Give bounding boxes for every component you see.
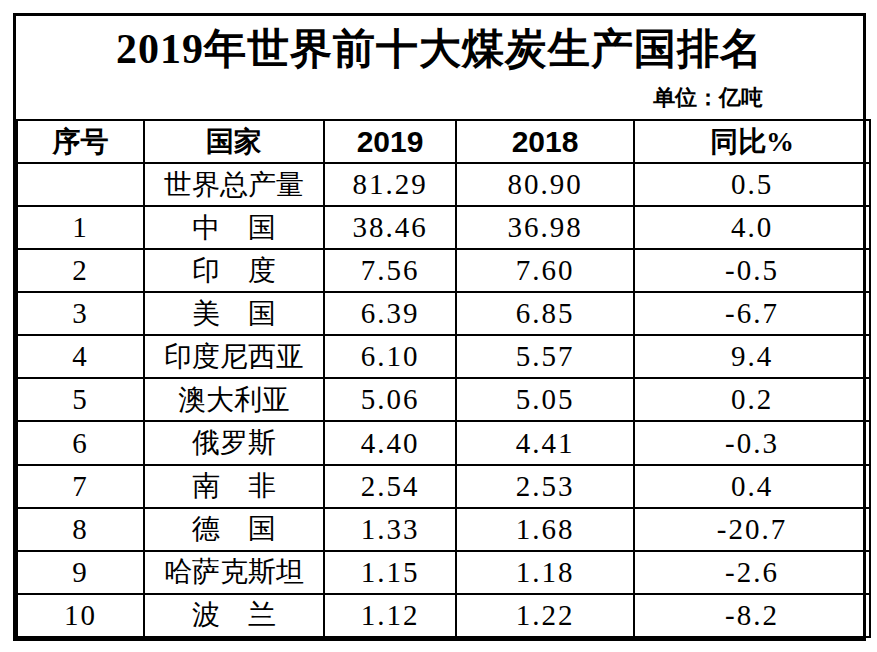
table-row: 10波 兰1.121.22-8.2 <box>17 594 870 637</box>
cell-col-country: 印 度 <box>144 249 324 292</box>
cell-col-yoy: -8.2 <box>634 594 870 637</box>
cell-col-yoy: -20.7 <box>634 508 870 551</box>
cell-col-country: 波 兰 <box>144 594 324 637</box>
header-col-2019: 2019 <box>324 120 456 163</box>
cell-col-yoy: 0.4 <box>634 465 870 508</box>
table-row: 1中 国38.4636.984.0 <box>17 206 870 249</box>
table-row: 3美 国6.396.85-6.7 <box>17 292 870 335</box>
cell-col-2019: 4.40 <box>324 421 456 464</box>
table-row: 8德 国1.331.68-20.7 <box>17 508 870 551</box>
cell-col-rank: 2 <box>17 249 144 292</box>
cell-col-country: 印度尼西亚 <box>144 335 324 378</box>
cell-col-2018: 4.41 <box>456 421 634 464</box>
cell-col-country: 俄罗斯 <box>144 421 324 464</box>
cell-col-2018: 7.60 <box>456 249 634 292</box>
table-row: 4印度尼西亚6.105.579.4 <box>17 335 870 378</box>
cell-col-rank: 4 <box>17 335 144 378</box>
header-col-yoy: 同比% <box>634 120 870 163</box>
cell-col-yoy: -0.5 <box>634 249 870 292</box>
unit-label: 单位：亿吨 <box>653 83 763 113</box>
cell-col-yoy: 9.4 <box>634 335 870 378</box>
cell-col-rank: 8 <box>17 508 144 551</box>
cell-col-2019: 6.39 <box>324 292 456 335</box>
cell-col-country: 南 非 <box>144 465 324 508</box>
table-row: 5澳大利亚5.065.050.2 <box>17 378 870 421</box>
cell-col-rank: 5 <box>17 378 144 421</box>
cell-col-rank: 7 <box>17 465 144 508</box>
cell-col-country: 世界总产量 <box>144 163 324 206</box>
title-block: 2019年世界前十大煤炭生产国排名 单位：亿吨 <box>16 16 863 119</box>
cell-col-2019: 6.10 <box>324 335 456 378</box>
cell-col-country: 澳大利亚 <box>144 378 324 421</box>
cell-col-rank: 6 <box>17 421 144 464</box>
header-row: 序号国家20192018同比% <box>17 120 870 163</box>
cell-col-2018: 1.18 <box>456 551 634 594</box>
page-title: 2019年世界前十大煤炭生产国排名 <box>16 16 863 72</box>
header-col-rank: 序号 <box>17 120 144 163</box>
table-row: 2印 度7.567.60-0.5 <box>17 249 870 292</box>
cell-col-2019: 1.33 <box>324 508 456 551</box>
cell-col-2019: 7.56 <box>324 249 456 292</box>
cell-col-yoy: -6.7 <box>634 292 870 335</box>
table-row: 7南 非2.542.530.4 <box>17 465 870 508</box>
table-header: 序号国家20192018同比% <box>17 120 870 163</box>
header-col-2018: 2018 <box>456 120 634 163</box>
coal-ranking-page: 2019年世界前十大煤炭生产国排名 单位：亿吨 序号国家20192018同比% … <box>0 0 877 652</box>
table-row: 世界总产量81.2980.900.5 <box>17 163 870 206</box>
cell-col-2019: 38.46 <box>324 206 456 249</box>
coal-production-table: 序号国家20192018同比% 世界总产量81.2980.900.51中 国38… <box>16 119 871 638</box>
cell-col-2019: 1.15 <box>324 551 456 594</box>
table-row: 9哈萨克斯坦1.151.18-2.6 <box>17 551 870 594</box>
cell-col-rank: 3 <box>17 292 144 335</box>
cell-col-2019: 1.12 <box>324 594 456 637</box>
cell-col-rank <box>17 163 144 206</box>
cell-col-rank: 10 <box>17 594 144 637</box>
cell-col-country: 哈萨克斯坦 <box>144 551 324 594</box>
cell-col-2019: 5.06 <box>324 378 456 421</box>
table-row: 6俄罗斯4.404.41-0.3 <box>17 421 870 464</box>
cell-col-country: 中 国 <box>144 206 324 249</box>
cell-col-yoy: 0.5 <box>634 163 870 206</box>
cell-col-yoy: -2.6 <box>634 551 870 594</box>
cell-col-rank: 9 <box>17 551 144 594</box>
cell-col-2018: 36.98 <box>456 206 634 249</box>
cell-col-2019: 2.54 <box>324 465 456 508</box>
cell-col-yoy: 0.2 <box>634 378 870 421</box>
cell-col-2018: 2.53 <box>456 465 634 508</box>
cell-col-country: 德 国 <box>144 508 324 551</box>
table-frame: 2019年世界前十大煤炭生产国排名 单位：亿吨 序号国家20192018同比% … <box>13 13 866 641</box>
cell-col-2018: 1.22 <box>456 594 634 637</box>
cell-col-2018: 1.68 <box>456 508 634 551</box>
cell-col-country: 美 国 <box>144 292 324 335</box>
cell-col-yoy: 4.0 <box>634 206 870 249</box>
cell-col-yoy: -0.3 <box>634 421 870 464</box>
cell-col-2019: 81.29 <box>324 163 456 206</box>
cell-col-2018: 5.05 <box>456 378 634 421</box>
cell-col-2018: 6.85 <box>456 292 634 335</box>
cell-col-2018: 5.57 <box>456 335 634 378</box>
header-col-country: 国家 <box>144 120 324 163</box>
table-body: 世界总产量81.2980.900.51中 国38.4636.984.02印 度7… <box>17 163 870 637</box>
cell-col-2018: 80.90 <box>456 163 634 206</box>
cell-col-rank: 1 <box>17 206 144 249</box>
